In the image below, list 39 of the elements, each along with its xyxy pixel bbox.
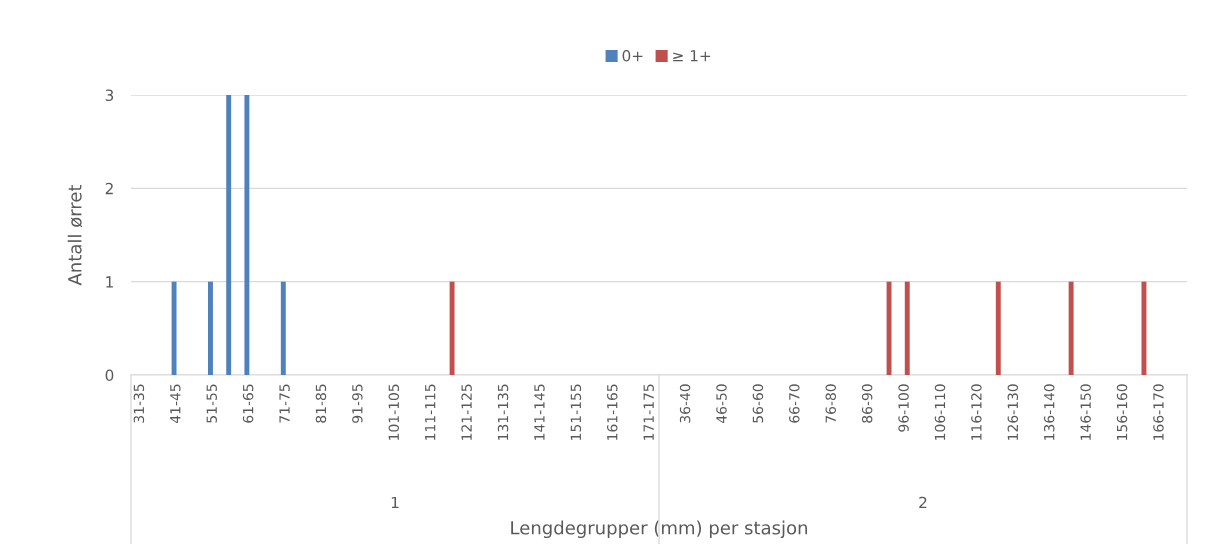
- x-tick-label: 111-115: [425, 384, 436, 440]
- x-tick-label: 86-90: [861, 384, 873, 423]
- y-tick-label: 2: [105, 182, 113, 195]
- x-tick-label: 151-155: [570, 384, 582, 440]
- x-tick-label: 136-140: [1043, 384, 1055, 440]
- legend-label: ≥ 1+: [673, 50, 711, 62]
- y-axis-title: Antall ørret: [67, 184, 83, 286]
- y-tick-label: 3: [105, 89, 114, 102]
- legend-label: 0+: [622, 49, 643, 62]
- x-tick-label: 171-175: [643, 384, 654, 440]
- x-tick-label: 51-55: [206, 384, 217, 423]
- x-tick-label: 156-160: [1116, 384, 1128, 440]
- x-tick-label: 36-40: [679, 384, 691, 423]
- x-tick-label: 56-60: [752, 384, 764, 423]
- x-tick-label: 91-95: [352, 384, 363, 423]
- x-tick-label: 31-35: [133, 384, 145, 423]
- x-axis-title: Lengdegrupper (mm) per stasjon: [511, 520, 807, 539]
- text: 1: [391, 496, 399, 509]
- x-tick-label: 141-145: [534, 384, 545, 440]
- x-tick-label: 66-70: [789, 384, 800, 423]
- x-tick-label: 126-130: [1007, 384, 1019, 440]
- x-tick-label: 146-150: [1080, 384, 1091, 440]
- x-tick-label: 101-105: [388, 384, 400, 440]
- x-tick-label: 41-45: [170, 384, 181, 424]
- x-tick-label: 71-75: [279, 384, 290, 423]
- x-tick-label: 121-125: [461, 384, 472, 440]
- x-tick-label: 161-165: [607, 384, 618, 440]
- x-tick-label: 116-120: [971, 384, 982, 440]
- x-tick-label: 61-65: [242, 384, 254, 423]
- x-tick-label: 106-110: [934, 384, 946, 440]
- x-tick-label: 166-170: [1153, 384, 1164, 440]
- text: 2: [919, 496, 927, 509]
- x-tick-label: 96-100: [898, 384, 909, 432]
- x-tick-label: 46-50: [716, 384, 727, 424]
- y-tick-label: 0: [105, 369, 114, 382]
- y-tick-label: 1: [106, 276, 113, 288]
- x-tick-label: 81-85: [315, 384, 327, 423]
- x-tick-label: 76-80: [825, 384, 836, 423]
- x-tick-label: 131-135: [497, 384, 509, 440]
